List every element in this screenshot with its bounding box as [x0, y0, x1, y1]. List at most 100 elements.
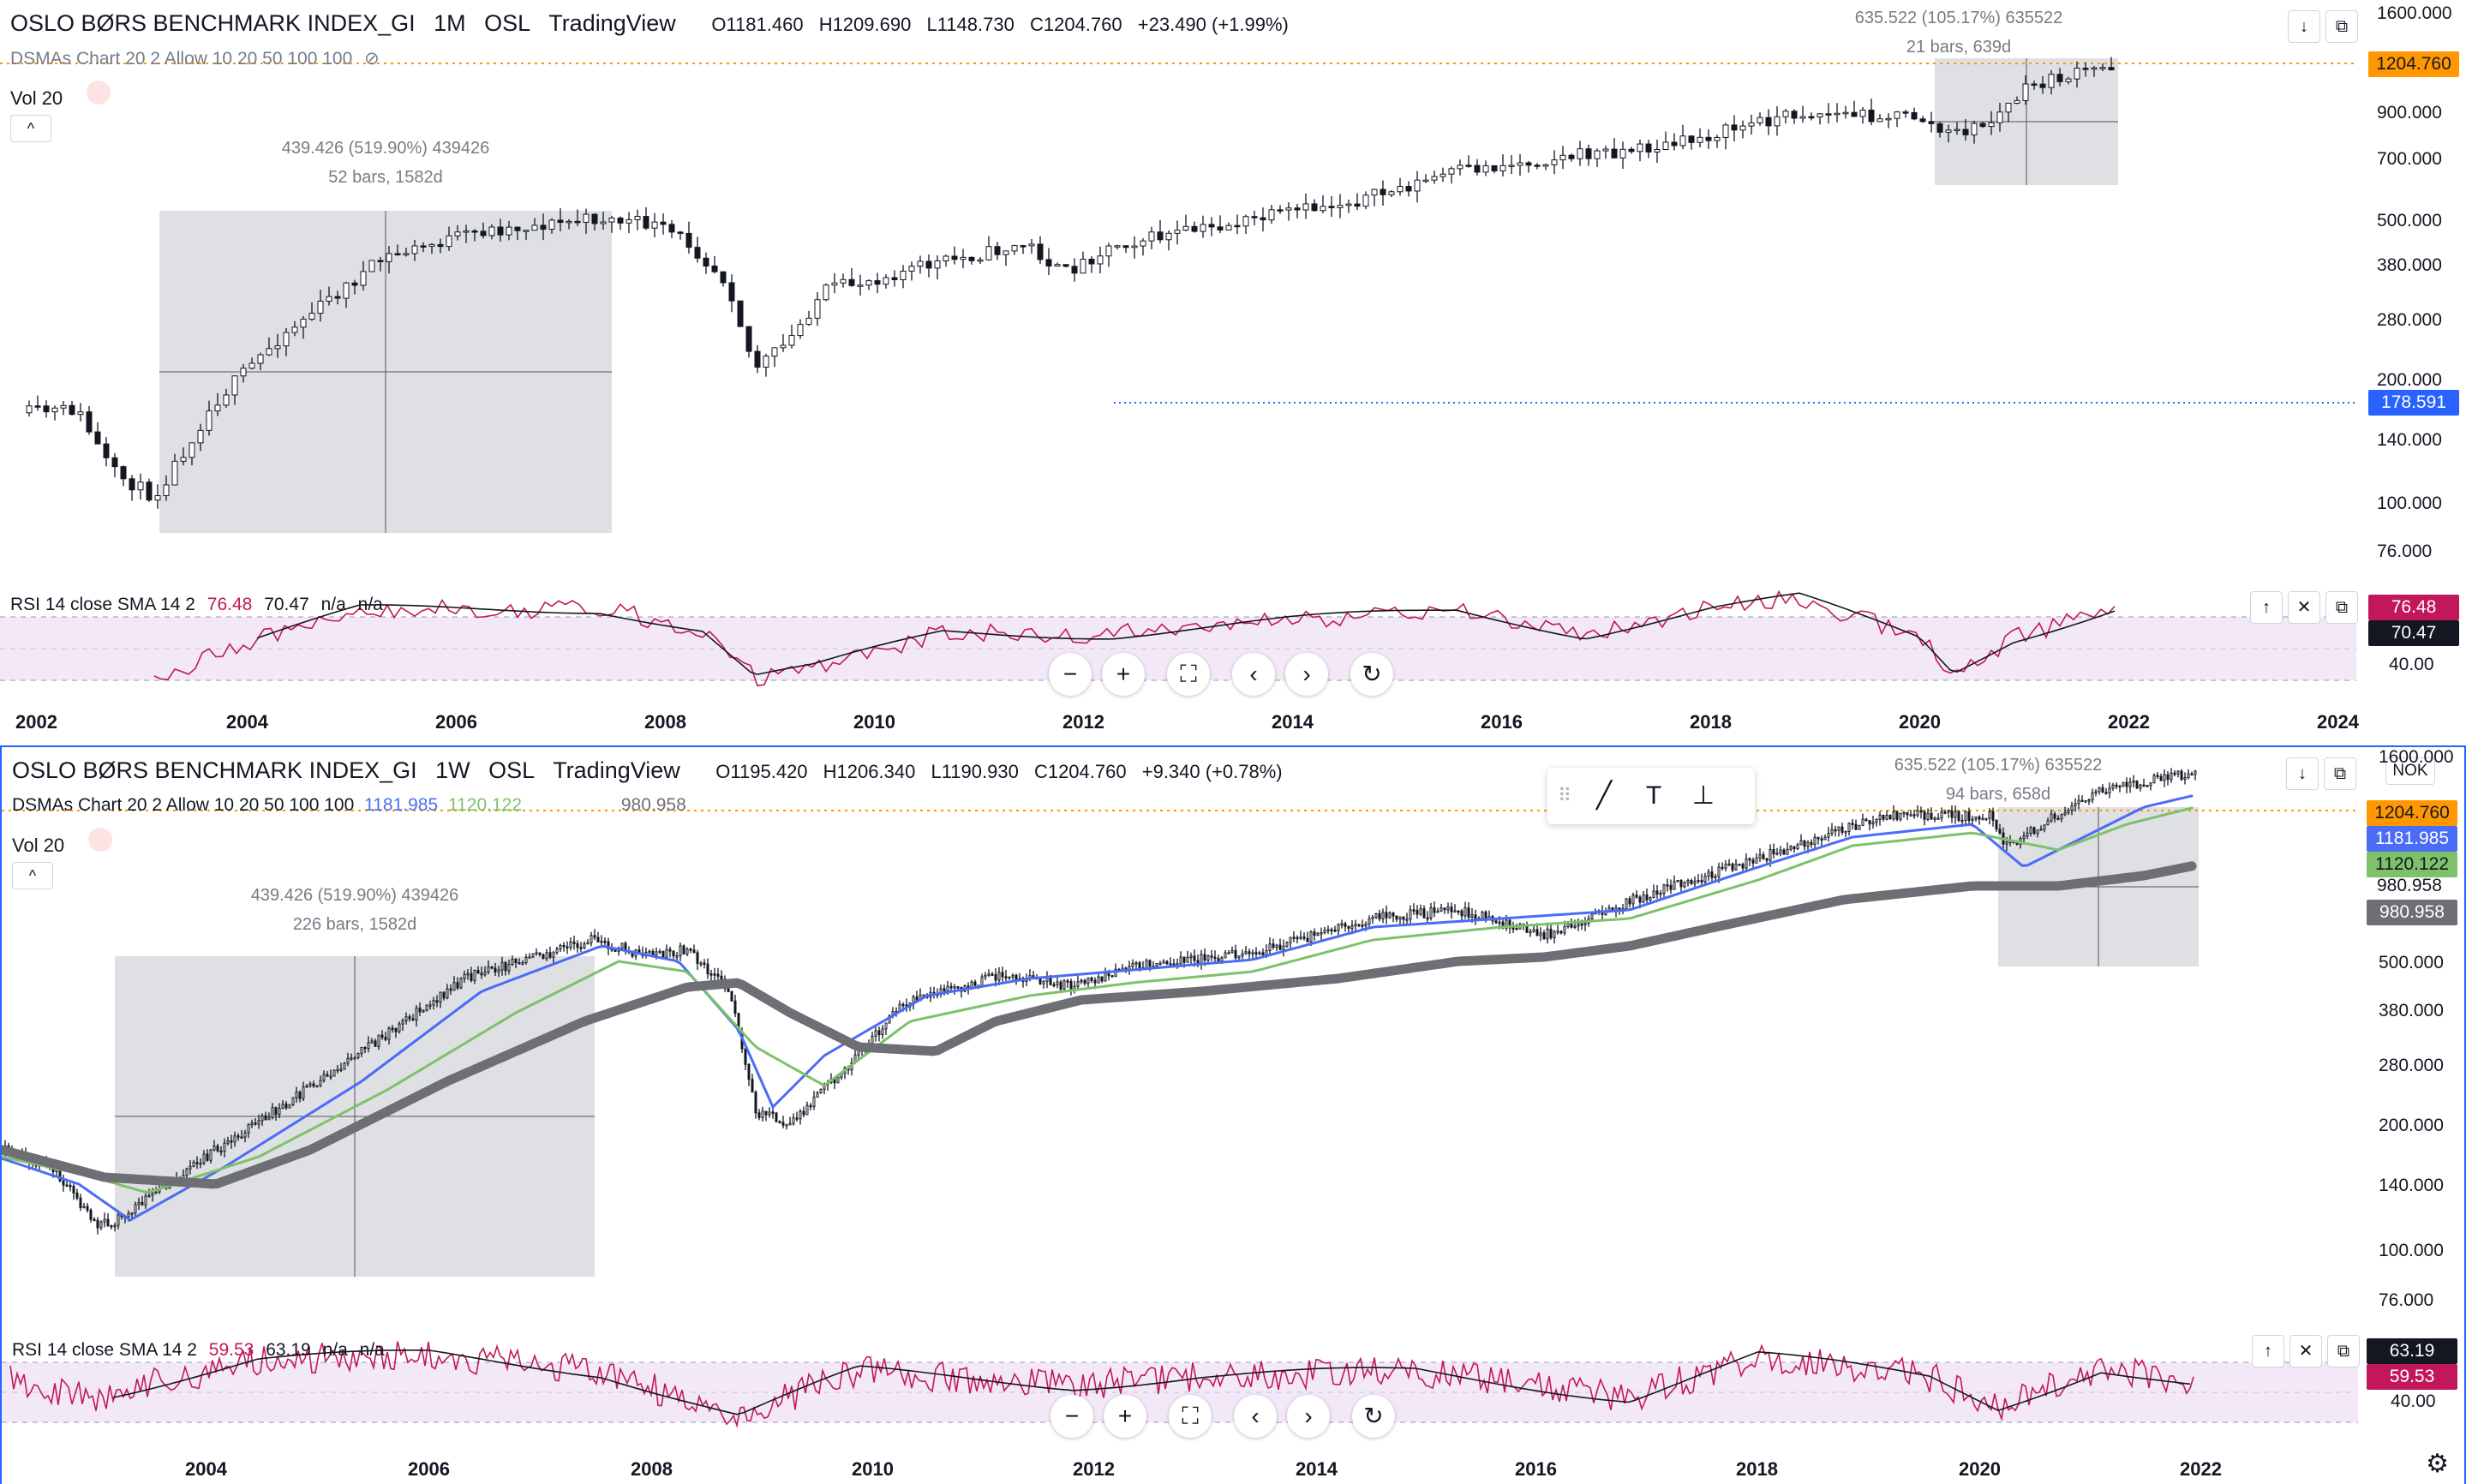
- volume-legend[interactable]: Vol 20: [10, 81, 111, 110]
- measure-left-line1: 439.426 (519.90%) 439426: [281, 139, 490, 158]
- candle-body: [291, 326, 298, 333]
- candle-body: [994, 973, 997, 981]
- weekly-chart-pane[interactable]: OSLO BØRS BENCHMARK INDEX_GI 1W OSL Trad…: [0, 745, 2466, 1484]
- candle-body: [233, 1135, 236, 1143]
- candle-body: [648, 950, 651, 954]
- time-axis-label: 2020: [1899, 711, 1941, 733]
- weekly-chart-canvas[interactable]: [2, 747, 2466, 1484]
- candle-body: [572, 941, 576, 944]
- trend-line-icon[interactable]: ╱: [1595, 781, 1613, 810]
- candle-body: [2031, 83, 2038, 86]
- rsi-label[interactable]: RSI 14 close SMA 14 2: [12, 1340, 197, 1360]
- zoom-out-icon[interactable]: −: [1050, 1395, 1093, 1438]
- collapse-legend-button[interactable]: ^: [10, 115, 51, 142]
- candle-body: [518, 962, 521, 965]
- symbol-name[interactable]: OSLO BØRS BENCHMARK INDEX_GI: [10, 10, 416, 36]
- indicator-legend[interactable]: DSMAs Chart 20 2 Allow 10 20 50 100 100 …: [12, 795, 686, 816]
- warning-icon[interactable]: [88, 828, 113, 852]
- reset-icon[interactable]: ↻: [1350, 653, 1393, 696]
- candle-body: [288, 1104, 291, 1109]
- scroll-left-icon[interactable]: ‹: [1232, 653, 1275, 696]
- candle-body: [223, 394, 230, 406]
- candle-body: [1422, 179, 1429, 183]
- maximize-pane-icon[interactable]: ⧉: [2325, 10, 2358, 43]
- rsi-label[interactable]: RSI 14 close SMA 14 2: [10, 595, 195, 614]
- volume-legend[interactable]: Vol 20: [12, 828, 113, 857]
- candle-body: [1362, 194, 1369, 207]
- hidden-eye-icon[interactable]: ⊘: [364, 49, 380, 69]
- measure-left-line2: 52 bars, 1582d: [328, 168, 443, 187]
- candle-body: [831, 282, 838, 286]
- zoom-out-icon[interactable]: −: [1049, 653, 1092, 696]
- scroll-right-icon[interactable]: ›: [1287, 1395, 1330, 1438]
- candle-body: [754, 350, 761, 368]
- maximize-pane-icon[interactable]: ⧉: [2324, 757, 2356, 790]
- monthly-chart-pane[interactable]: OSLO BØRS BENCHMARK INDEX_GI 1M OSL Trad…: [0, 0, 2466, 744]
- settings-gear-icon[interactable]: ⚙: [2426, 1450, 2449, 1478]
- candle-body: [202, 1153, 206, 1164]
- indicator-label[interactable]: DSMAs Chart 20 2 Allow 10 20 50 100 100: [12, 795, 355, 815]
- interval-label[interactable]: 1M: [434, 10, 466, 36]
- candle-body: [466, 972, 470, 976]
- candle-body: [1851, 111, 1858, 117]
- currency-selector[interactable]: NOK: [2385, 757, 2435, 785]
- drag-handle-icon[interactable]: ⠿: [1557, 785, 1572, 806]
- rsi-maximize-icon[interactable]: ⧉: [2325, 591, 2358, 624]
- volume-label[interactable]: Vol 20: [12, 835, 65, 856]
- reset-scale-icon[interactable]: ⛶: [1169, 1395, 1212, 1438]
- measure-tool-icon[interactable]: ⊥: [1691, 781, 1715, 810]
- candle-body: [1193, 955, 1196, 961]
- candle-body: [1203, 954, 1206, 961]
- rsi-move-up-icon[interactable]: ↑: [2250, 591, 2283, 624]
- warning-icon[interactable]: [87, 81, 111, 105]
- volume-label[interactable]: Vol 20: [10, 87, 63, 109]
- collapse-legend-button[interactable]: ^: [12, 862, 53, 889]
- candle-body: [2170, 772, 2173, 781]
- candle-body: [1388, 913, 1392, 919]
- candle-body: [62, 1180, 65, 1186]
- candle-body: [1499, 165, 1506, 171]
- candle-body: [1573, 925, 1577, 928]
- candle-body: [1652, 890, 1655, 899]
- zoom-in-icon[interactable]: +: [1102, 653, 1145, 696]
- rsi-legend[interactable]: RSI 14 close SMA 14 2 76.48 70.47 n/a n/…: [10, 595, 383, 615]
- candle-body: [113, 1224, 117, 1228]
- candle-body: [2036, 829, 2039, 835]
- candle-body: [1568, 154, 1575, 159]
- candle-body: [1388, 191, 1395, 195]
- reset-icon[interactable]: ↻: [1352, 1395, 1395, 1438]
- text-tool-icon[interactable]: T: [1645, 781, 1662, 810]
- rsi-legend[interactable]: RSI 14 close SMA 14 2 59.53 63.19 n/a n/…: [12, 1340, 385, 1361]
- zoom-in-icon[interactable]: +: [1104, 1395, 1146, 1438]
- indicator-legend[interactable]: DSMAs Chart 20 2 Allow 10 20 50 100 100 …: [10, 48, 380, 69]
- ohlc-values: O1181.460 H1209.690 L1148.730 C1204.760 …: [711, 14, 1299, 35]
- candle-body: [980, 976, 984, 987]
- monthly-chart-canvas[interactable]: [0, 0, 2466, 744]
- candle-body: [1686, 879, 1690, 883]
- rsi-move-up-icon[interactable]: ↑: [2252, 1335, 2284, 1367]
- candle-body: [956, 986, 960, 989]
- scroll-left-icon[interactable]: ‹: [1234, 1395, 1277, 1438]
- rsi-close-icon[interactable]: ✕: [2288, 591, 2320, 624]
- candle-body: [1892, 811, 1895, 820]
- candle-body: [490, 966, 494, 969]
- candle-body: [99, 1221, 103, 1229]
- candle-body: [877, 1030, 881, 1036]
- move-pane-down-icon[interactable]: ↓: [2288, 10, 2320, 43]
- candle-body: [1864, 818, 1868, 822]
- rsi-close-icon[interactable]: ✕: [2289, 1335, 2322, 1367]
- candle-body: [566, 220, 572, 224]
- symbol-name[interactable]: OSLO BØRS BENCHMARK INDEX_GI: [12, 757, 417, 783]
- scroll-right-icon[interactable]: ›: [1285, 653, 1328, 696]
- candle-body: [1045, 259, 1052, 267]
- move-pane-down-icon[interactable]: ↓: [2286, 757, 2319, 790]
- reset-scale-icon[interactable]: ⛶: [1167, 653, 1210, 696]
- candle-body: [494, 967, 497, 972]
- candle-body: [1251, 216, 1258, 218]
- candle-body: [1782, 849, 1786, 855]
- rsi-maximize-icon[interactable]: ⧉: [2327, 1335, 2360, 1367]
- indicator-label[interactable]: DSMAs Chart 20 2 Allow 10 20 50 100 100: [10, 49, 353, 69]
- candle-body: [874, 1030, 877, 1037]
- candle-body: [1134, 962, 1138, 965]
- interval-label[interactable]: 1W: [435, 757, 470, 783]
